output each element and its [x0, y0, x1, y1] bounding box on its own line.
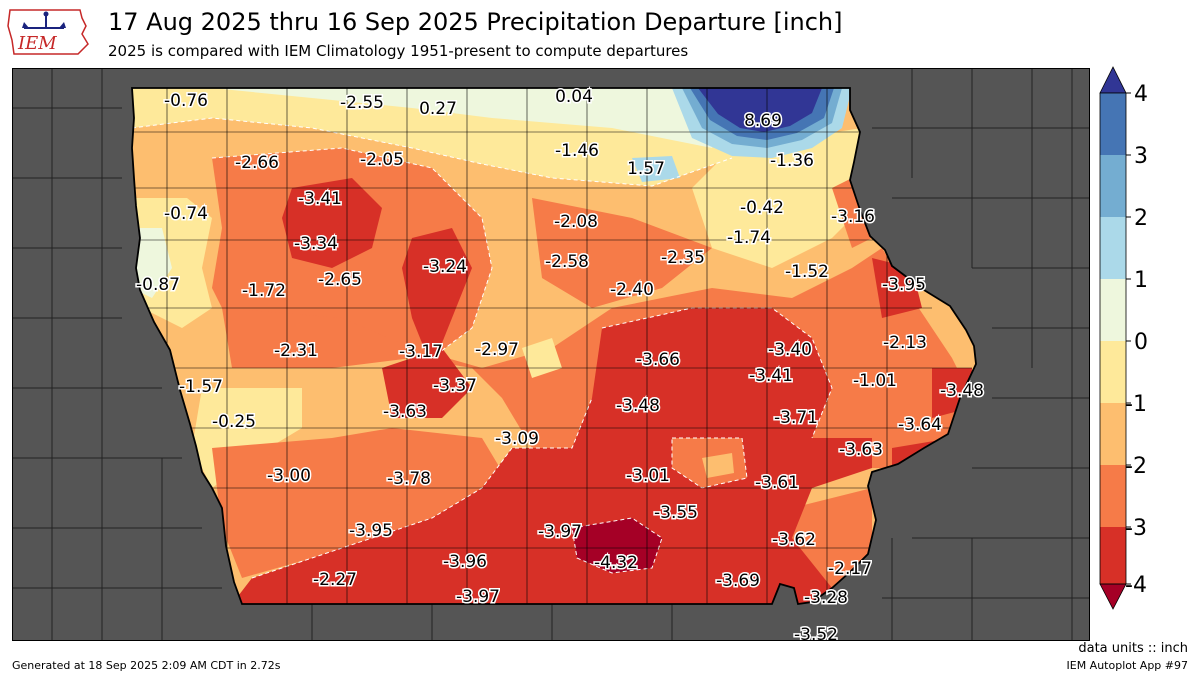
- colorbar-bin: [1100, 341, 1126, 403]
- station-value: -3.55: [654, 503, 698, 523]
- station-value: -2.55: [340, 93, 384, 113]
- station-value: -1.52: [785, 262, 829, 282]
- colorbar-tick-marks: [1126, 92, 1131, 585]
- station-value: -3.78: [387, 469, 431, 489]
- precip-departure-map: -0.76 -2.55 0.27 0.04 8.69 -2.66 -2.05 -…: [12, 68, 1090, 641]
- station-value: -1.57: [179, 377, 223, 397]
- colorbar-tick-label: -1: [1125, 392, 1147, 417]
- station-value: -2.31: [274, 341, 318, 361]
- colorbar-bin: [1100, 279, 1126, 341]
- station-value: -0.42: [740, 198, 784, 218]
- station-value: -3.17: [399, 342, 443, 362]
- station-value: -0.25: [212, 412, 256, 432]
- colorbar-tick-label: 1: [1134, 268, 1148, 293]
- station-value: -3.34: [294, 234, 338, 254]
- colorbar-bins: [1099, 66, 1127, 610]
- station-value: -3.71: [774, 408, 818, 428]
- station-value: -3.95: [882, 275, 926, 295]
- station-value: -3.01: [626, 466, 670, 486]
- station-value: 0.27: [419, 99, 457, 119]
- station-value: -2.17: [828, 559, 872, 579]
- station-value: -3.37: [433, 376, 477, 396]
- colorbar-bin: [1100, 217, 1126, 279]
- iem-logo: IEM: [6, 4, 94, 60]
- station-value: -2.66: [235, 153, 279, 173]
- station-value: -0.87: [136, 275, 180, 295]
- station-value: -2.97: [475, 340, 519, 360]
- colorbar-tick-label: 4: [1134, 82, 1148, 107]
- surrounding-county-lines: [12, 68, 1090, 641]
- station-value: 1.57: [627, 159, 665, 179]
- colorbar-tick-label: -2: [1125, 454, 1147, 479]
- app-label: IEM Autoplot App #97: [1066, 659, 1189, 672]
- map-frame: [12, 68, 1090, 641]
- colorbar-tick-label: 3: [1134, 144, 1148, 169]
- station-value: -3.63: [839, 440, 883, 460]
- colorbar: 4 3 2 1 0 -1 -2 -3 -4: [1098, 66, 1188, 611]
- station-value: -2.27: [313, 570, 357, 590]
- station-value: -2.13: [883, 333, 927, 353]
- station-value: -3.40: [768, 340, 812, 360]
- contour-lines: [132, 117, 833, 579]
- station-value: 8.69: [744, 111, 782, 131]
- station-value: -4.32: [594, 553, 638, 573]
- colorbar-bin: [1100, 403, 1126, 465]
- colorbar-tick-label: -3: [1125, 516, 1147, 541]
- station-value: -2.40: [610, 280, 654, 300]
- station-value: -3.41: [298, 189, 342, 209]
- station-value: -2.58: [545, 252, 589, 272]
- colorbar-bin: [1099, 66, 1127, 94]
- colorbar-bin: [1100, 155, 1126, 217]
- station-value: -3.00: [267, 466, 311, 486]
- station-value: -1.01: [853, 371, 897, 391]
- colorbar-tick-label: 2: [1134, 206, 1148, 231]
- station-value: -2.08: [554, 212, 598, 232]
- station-value: -1.74: [727, 228, 771, 248]
- station-value: -1.46: [555, 141, 599, 161]
- station-value: -3.48: [616, 396, 660, 416]
- station-value: -3.97: [456, 587, 500, 607]
- colorbar-tick-label: 0: [1134, 330, 1148, 355]
- station-value: -3.63: [383, 402, 427, 422]
- map-subtitle: 2025 is compared with IEM Climatology 19…: [108, 42, 689, 60]
- station-value: -3.52: [794, 625, 838, 641]
- station-value: -3.95: [349, 521, 393, 541]
- station-value: -1.36: [770, 151, 814, 171]
- station-value: -3.96: [443, 552, 487, 572]
- station-value: 0.04: [555, 87, 593, 107]
- station-value: -3.28: [804, 588, 848, 608]
- station-value: -2.05: [360, 150, 404, 170]
- station-value: -3.24: [423, 257, 467, 277]
- station-value: -3.48: [940, 381, 984, 401]
- colorbar-bin: [1100, 465, 1126, 527]
- station-value: -3.62: [772, 530, 816, 550]
- station-value: -3.41: [749, 366, 793, 386]
- colorbar-tick-label: -4: [1125, 573, 1147, 598]
- station-value: -0.76: [164, 91, 208, 111]
- station-value: -1.72: [242, 281, 286, 301]
- logo-text: IEM: [17, 33, 57, 54]
- station-value: -2.65: [318, 270, 362, 290]
- station-value: -3.66: [636, 350, 680, 370]
- station-value: -2.35: [661, 248, 705, 268]
- station-value: -3.09: [495, 429, 539, 449]
- map-title: 17 Aug 2025 thru 16 Sep 2025 Precipitati…: [108, 8, 843, 36]
- station-value: -3.16: [831, 207, 875, 227]
- colorbar-bin: [1100, 527, 1126, 584]
- station-value: -3.64: [898, 415, 942, 435]
- generated-timestamp: Generated at 18 Sep 2025 2:09 AM CDT in …: [12, 659, 281, 672]
- station-value: -3.69: [716, 571, 760, 591]
- colorbar-bin: [1099, 583, 1127, 610]
- colorbar-bin: [1100, 93, 1126, 155]
- data-units-label: data units :: inch: [1078, 641, 1188, 656]
- station-value: -3.97: [538, 522, 582, 542]
- station-value: -0.74: [164, 204, 208, 224]
- station-labels: -0.76 -2.55 0.27 0.04 8.69 -2.66 -2.05 -…: [135, 86, 986, 642]
- station-value: -3.61: [755, 473, 799, 493]
